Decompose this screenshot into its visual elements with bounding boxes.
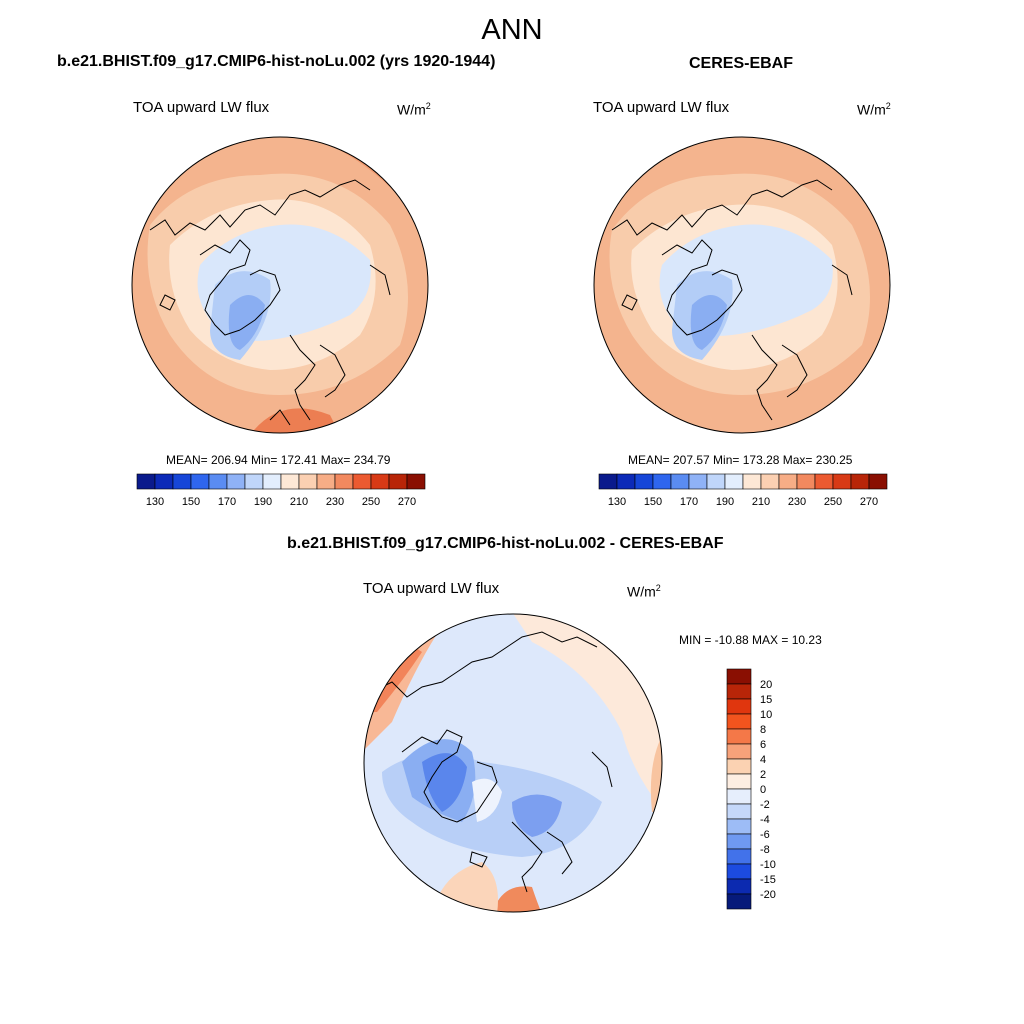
panel-3-units: W/m2 [627,583,661,600]
colorbar-tick-label: 15 [760,694,772,706]
panel-3-polar-map [363,613,663,913]
colorbar-swatch [850,473,870,490]
colorbar-tick-label: -15 [760,874,776,886]
colorbar-swatch [280,473,300,490]
colorbar-swatch [406,473,426,490]
colorbar-swatch [760,473,780,490]
colorbar-swatch [208,473,228,490]
colorbar-swatch [370,473,390,490]
colorbar-swatch [706,473,726,490]
panel-1-stats: MEAN= 206.94 Min= 172.41 Max= 234.79 [166,453,391,467]
colorbar-tick-label: 230 [326,496,344,508]
colorbar-swatch [726,728,752,745]
colorbar-swatch [868,473,888,490]
colorbar-swatch [726,788,752,805]
colorbar-tick-label: 10 [760,709,772,721]
colorbar-swatch [726,683,752,700]
colorbar-tick-label: 250 [362,496,380,508]
colorbar-tick-label: 190 [716,496,734,508]
colorbar-swatch [172,473,192,490]
colorbar-swatch [334,473,354,490]
colorbar-swatch [226,473,246,490]
colorbar-tick-label: 4 [760,754,766,766]
colorbar-swatch [634,473,654,490]
colorbar-swatch [726,773,752,790]
colorbar-tick-label: 210 [290,496,308,508]
colorbar-swatch [316,473,336,490]
colorbar-swatch [726,698,752,715]
colorbar-swatch [670,473,690,490]
main-title: ANN [481,14,543,46]
colorbar-tick-label: -20 [760,889,776,901]
colorbar-tick-label: 270 [860,496,878,508]
colorbar-swatch [726,893,752,910]
colorbar-swatch [778,473,798,490]
colorbar-tick-label: 170 [218,496,236,508]
colorbar-tick-label: 230 [788,496,806,508]
colorbar-swatch [598,473,618,490]
colorbar-tick-label: -2 [760,799,770,811]
colorbar-swatch [262,473,282,490]
colorbar-swatch [724,473,744,490]
colorbar-tick-label: 170 [680,496,698,508]
panel-2-polar-map [593,136,891,434]
colorbar-tick-label: 130 [146,496,164,508]
panel-2-title: CERES-EBAF [689,55,794,72]
panel-1-units: W/m2 [397,101,431,118]
colorbar-swatch [352,473,372,490]
colorbar-tick-label: -8 [760,844,770,856]
colorbar-swatch [244,473,264,490]
colorbar-swatch [726,878,752,895]
panel-3-title: b.e21.BHIST.f09_g17.CMIP6-hist-noLu.002 … [287,535,724,552]
panel-1-variable: TOA upward LW flux [133,99,270,116]
colorbar-swatch [616,473,636,490]
panel-3-variable: TOA upward LW flux [363,580,500,597]
colorbar-tick-label: -4 [760,814,770,826]
colorbar-swatch [742,473,762,490]
colorbar-swatch [726,743,752,760]
colorbar-swatch [726,848,752,865]
colorbar-tick-label: 250 [824,496,842,508]
colorbar-swatch [726,713,752,730]
colorbar-tick-label: -6 [760,829,770,841]
colorbar-swatch [190,473,210,490]
colorbar-swatch [688,473,708,490]
colorbar-swatch [388,473,408,490]
panel-1-colorbar: 130 150 170 190 210 230 250 270 [136,473,426,508]
panel-1-title: b.e21.BHIST.f09_g17.CMIP6-hist-noLu.002 … [57,53,496,70]
colorbar-tick-label: 150 [182,496,200,508]
panel-2-stats: MEAN= 207.57 Min= 173.28 Max= 230.25 [628,453,853,467]
panel-2-colorbar: 130 150 170 190 210 230 250 270 [598,473,888,508]
colorbar-swatch [796,473,816,490]
colorbar-swatch [726,818,752,835]
colorbar-tick-label: -10 [760,859,776,871]
colorbar-swatch [726,668,752,685]
panel-3-stats: MIN = -10.88 MAX = 10.23 [679,633,822,647]
colorbar-swatch [814,473,834,490]
panel-2-variable: TOA upward LW flux [593,99,730,116]
colorbar-tick-label: 130 [608,496,626,508]
colorbar-swatch [652,473,672,490]
panel-1-polar-map [131,136,429,434]
colorbar-swatch [726,833,752,850]
colorbar-tick-label: 270 [398,496,416,508]
colorbar-swatch [298,473,318,490]
colorbar-swatch [726,863,752,880]
colorbar-swatch [726,803,752,820]
colorbar-tick-label: 6 [760,739,766,751]
colorbar-swatch [726,758,752,775]
colorbar-swatch [136,473,156,490]
colorbar-swatch [832,473,852,490]
colorbar-tick-label: 0 [760,784,766,796]
colorbar-tick-label: 210 [752,496,770,508]
colorbar-swatch [154,473,174,490]
colorbar-tick-label: 190 [254,496,272,508]
colorbar-tick-label: 2 [760,769,766,781]
colorbar-tick-label: 150 [644,496,662,508]
panel-2-units: W/m2 [857,101,891,118]
colorbar-tick-label: 8 [760,724,766,736]
colorbar-tick-label: 20 [760,679,772,691]
